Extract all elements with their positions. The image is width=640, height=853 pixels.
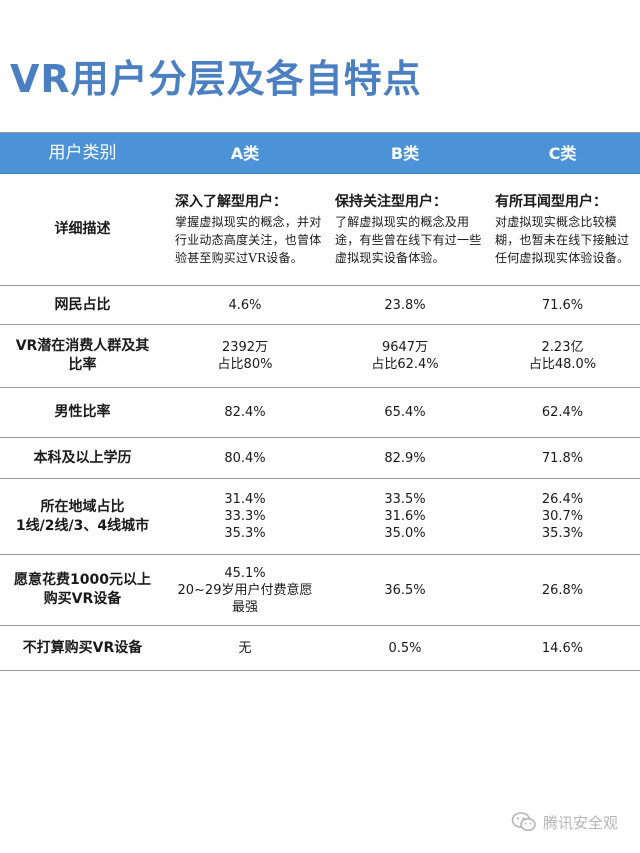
watermark: 腾讯安全观: [511, 811, 618, 833]
page-title: VR用户分层及各自特点: [10, 57, 422, 101]
value-line: 无: [238, 640, 252, 656]
value-line: 62.4%: [541, 405, 584, 420]
description-c-text: 对虚拟现实概念比较模糊，也暂未在线下接触过任何虚拟现实体验设备。: [495, 214, 630, 265]
value-line: 20~29岁用户付费意愿: [177, 582, 313, 598]
row-label: 网民占比: [0, 286, 165, 324]
description-b-title: 保持关注型用户：: [335, 193, 447, 210]
value-line: 45.1%: [224, 565, 266, 581]
value-line: 0.5%: [388, 640, 422, 656]
value-line: 占比62.4%: [371, 357, 439, 372]
row-label: 男性比率: [0, 388, 165, 437]
row-label-line: 所在地域占比: [40, 498, 125, 515]
value-a: 2392万 占比80%: [165, 325, 325, 387]
value-b: 33.5% 31.6% 35.0%: [325, 479, 485, 554]
table-row: 网民占比 4.6% 23.8% 71.6%: [0, 286, 640, 325]
value-c: 2.23亿 占比48.0%: [485, 325, 640, 387]
row-label-line: 1线/2线/3、4线城市: [15, 517, 150, 534]
value-c: 71.6%: [485, 286, 640, 324]
description-b-text: 了解虚拟现实的概念及用途，有些曾在线下有过一些虚拟现实设备体验。: [335, 214, 482, 265]
row-label-line: 本科及以上学历: [33, 449, 132, 466]
table-row: 所在地域占比 1线/2线/3、4线城市 31.4% 33.3% 35.3% 33…: [0, 479, 640, 555]
value-b: 65.4%: [325, 388, 485, 437]
description-b: 保持关注型用户： 了解虚拟现实的概念及用途，有些曾在线下有过一些虚拟现实设备体验…: [325, 174, 485, 285]
table-row: 男性比率 82.4% 65.4% 62.4%: [0, 388, 640, 438]
wechat-icon: [511, 812, 536, 832]
value-line: 33.5%: [384, 492, 426, 507]
row-label-line: 购买VR设备: [43, 591, 122, 607]
value-line: 30.7%: [541, 509, 584, 524]
value-line: 31.6%: [384, 509, 426, 524]
value-line: 4.6%: [228, 297, 262, 313]
row-label: 愿意花费1000元以上 购买VR设备: [0, 555, 165, 625]
value-a: 45.1% 20~29岁用户付费意愿 最强: [165, 555, 325, 625]
value-line: 71.6%: [541, 297, 584, 313]
value-line: 占比48.0%: [528, 357, 597, 372]
header-class-c: C类: [548, 143, 577, 163]
value-a: 31.4% 33.3% 35.3%: [165, 479, 325, 554]
description-a-text: 掌握虚拟现实的概念，并对行业动态高度关注，也曾体验甚至购买过VR设备。: [175, 214, 322, 265]
value-line: 33.3%: [224, 509, 266, 524]
value-a: 80.4%: [165, 438, 325, 478]
row-label: 不打算购买VR设备: [0, 626, 165, 670]
row-label-line: 愿意花费1000元以上: [14, 572, 151, 588]
value-a: 无: [165, 626, 325, 670]
description-a: 深入了解型用户： 掌握虚拟现实的概念，并对行业动态高度关注，也曾体验甚至购买过V…: [165, 174, 325, 285]
value-b: 82.9%: [325, 438, 485, 478]
table-row: 不打算购买VR设备 无 0.5% 14.6%: [0, 626, 640, 671]
value-c: 26.8%: [485, 555, 640, 625]
value-line: 31.4%: [224, 492, 266, 507]
description-c-title: 有所耳闻型用户：: [495, 193, 607, 210]
table-row: VR潜在消费人群及其 比率 2392万 占比80% 9647万 占比62.4% …: [0, 325, 640, 388]
description-c: 有所耳闻型用户： 对虚拟现实概念比较模糊，也暂未在线下接触过任何虚拟现实体验设备…: [485, 174, 640, 285]
row-label: 所在地域占比 1线/2线/3、4线城市: [0, 479, 165, 554]
table-row: 愿意花费1000元以上 购买VR设备 45.1% 20~29岁用户付费意愿 最强…: [0, 555, 640, 626]
row-label: 详细描述: [54, 221, 111, 237]
value-line: 71.8%: [541, 450, 584, 466]
table-header-row: 用户类别 A类 B类 C类: [0, 133, 640, 174]
value-line: 最强: [231, 599, 258, 615]
value-line: 23.8%: [384, 297, 426, 313]
description-a-title: 深入了解型用户：: [175, 193, 287, 210]
value-b: 9647万 占比62.4%: [325, 325, 485, 387]
value-c: 62.4%: [485, 388, 640, 437]
row-label-line: 网民占比: [54, 296, 111, 313]
value-line: 35.0%: [384, 526, 426, 541]
description-row: 详细描述 深入了解型用户： 掌握虚拟现实的概念，并对行业动态高度关注，也曾体验甚…: [0, 174, 640, 286]
value-line: 80.4%: [224, 450, 266, 466]
watermark-text: 腾讯安全观: [542, 813, 618, 832]
value-line: 82.9%: [384, 450, 426, 466]
row-label: 本科及以上学历: [0, 438, 165, 478]
value-line: 26.4%: [541, 492, 584, 507]
user-segment-table: 用户类别 A类 B类 C类 详细描述 深入了解型用户： 掌握虚拟现实的概念，并对…: [0, 132, 640, 671]
value-line: 36.5%: [384, 582, 426, 598]
value-line: 2392万: [221, 340, 269, 355]
value-line: 9647万: [381, 340, 429, 355]
value-line: 35.3%: [541, 526, 584, 541]
row-label-line: 不打算购买VR设备: [22, 639, 143, 656]
row-label: VR潜在消费人群及其 比率: [0, 325, 165, 387]
value-a: 4.6%: [165, 286, 325, 324]
header-class-a: A类: [230, 143, 260, 163]
value-line: 占比80%: [217, 357, 273, 372]
value-c: 26.4% 30.7% 35.3%: [485, 479, 640, 554]
row-label-line: VR潜在消费人群及其: [15, 338, 150, 354]
value-line: 2.23亿: [541, 340, 584, 355]
value-c: 14.6%: [485, 626, 640, 670]
header-class-b: B类: [390, 143, 420, 163]
value-line: 14.6%: [541, 640, 584, 656]
table-row: 本科及以上学历 80.4% 82.9% 71.8%: [0, 438, 640, 479]
header-user-category: 用户类别: [48, 142, 117, 163]
row-label-line: 比率: [68, 357, 97, 373]
value-b: 0.5%: [325, 626, 485, 670]
value-c: 71.8%: [485, 438, 640, 478]
value-line: 65.4%: [384, 405, 426, 420]
value-a: 82.4%: [165, 388, 325, 437]
value-line: 26.8%: [541, 582, 584, 598]
row-label-line: 男性比率: [54, 404, 111, 420]
value-line: 35.3%: [224, 526, 266, 541]
value-b: 36.5%: [325, 555, 485, 625]
value-b: 23.8%: [325, 286, 485, 324]
value-line: 82.4%: [224, 405, 266, 420]
